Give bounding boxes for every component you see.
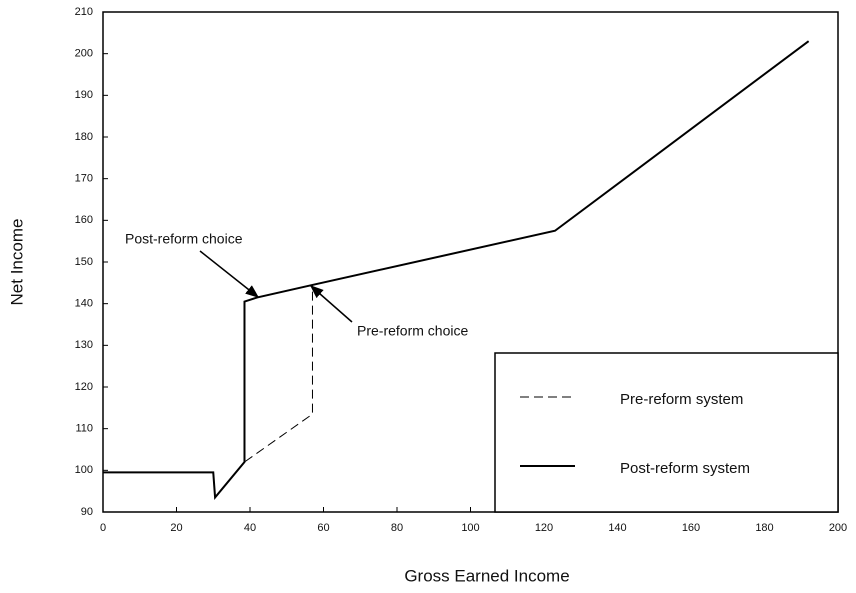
y-tick-label: 120 bbox=[75, 381, 93, 393]
legend-box bbox=[494, 352, 839, 513]
x-tick-label: 0 bbox=[100, 522, 106, 534]
y-tick-label: 140 bbox=[75, 298, 93, 310]
x-tick-label: 60 bbox=[317, 522, 329, 534]
annotation: Post-reform choice bbox=[125, 231, 243, 247]
y-tick-label: 150 bbox=[75, 256, 93, 268]
y-tick-label: 110 bbox=[75, 423, 93, 435]
y-tick-label: 170 bbox=[75, 173, 93, 185]
legend-label: Pre-reform system bbox=[620, 391, 743, 408]
x-tick-label: 100 bbox=[461, 522, 479, 534]
annotation-arrow bbox=[309, 285, 353, 323]
y-tick-label: 160 bbox=[75, 214, 93, 226]
x-tick-label: 140 bbox=[608, 522, 626, 534]
y-tick-label: 130 bbox=[75, 339, 93, 351]
y-tick-label: 180 bbox=[75, 131, 93, 143]
legend-label: Post-reform system bbox=[620, 460, 750, 477]
y-axis-label: Net Income bbox=[7, 219, 26, 306]
series-line bbox=[103, 40, 810, 500]
x-axis-label: Gross Earned Income bbox=[404, 566, 569, 585]
y-tick-label: 190 bbox=[75, 89, 93, 101]
y-tick-label: 100 bbox=[75, 464, 93, 476]
x-tick-label: 180 bbox=[755, 522, 773, 534]
x-tick-label: 20 bbox=[170, 522, 182, 534]
x-tick-label: 40 bbox=[244, 522, 256, 534]
y-tick-label: 210 bbox=[75, 6, 93, 18]
annotation-arrow bbox=[199, 250, 260, 298]
y-tick-label: 90 bbox=[81, 506, 93, 518]
x-tick-label: 160 bbox=[682, 522, 700, 534]
x-tick-label: 80 bbox=[391, 522, 403, 534]
y-tick-label: 200 bbox=[75, 48, 93, 60]
annotation: Pre-reform choice bbox=[357, 323, 468, 339]
x-tick-label: 120 bbox=[535, 522, 553, 534]
x-tick-label: 200 bbox=[829, 522, 847, 534]
